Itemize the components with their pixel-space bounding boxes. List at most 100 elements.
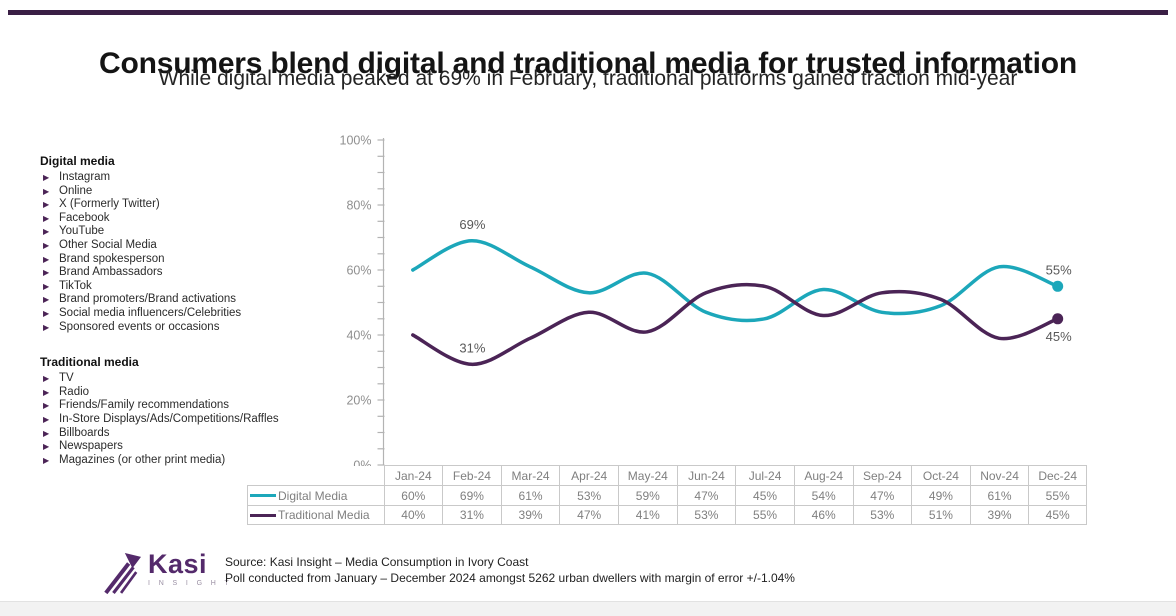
table-column-header: May-24	[618, 465, 677, 485]
table-cell: 40%	[383, 505, 443, 525]
list-item-label: Friends/Family recommendations	[59, 399, 230, 412]
y-axis-label: 60%	[346, 264, 371, 278]
list-item: ▶ Instagram	[40, 171, 340, 185]
source-note: Source: Kasi Insight – Media Consumption…	[225, 555, 795, 586]
triangle-bullet-icon: ▶	[43, 281, 50, 291]
triangle-bullet-icon: ▶	[43, 428, 50, 438]
table-cell: 60%	[383, 485, 443, 505]
traditional-media-line	[411, 282, 1060, 367]
kasi-arrow-logo-icon	[104, 553, 141, 595]
table-cell: 45%	[735, 485, 794, 505]
data-point-label: 45%	[1046, 329, 1072, 344]
legend-line-swatch	[250, 513, 276, 517]
list-item: ▶ TikTok	[40, 280, 340, 294]
list-item-label: Other Social Media	[59, 238, 157, 251]
table-column-header: Mar-24	[500, 465, 560, 485]
list-item-label: TikTok	[59, 279, 92, 292]
list-item-label: Social media influencers/Celebrities	[59, 306, 242, 319]
table-cell: 55%	[735, 505, 794, 525]
source-line-1: Source: Kasi Insight – Media Consumption…	[225, 555, 529, 569]
table-cell: 39%	[969, 505, 1029, 525]
table-cell: 47%	[676, 485, 736, 505]
table-cell: 39%	[500, 505, 560, 525]
list-item-label: X (Formerly Twitter)	[59, 198, 160, 211]
list-item: ▶ X (Formerly Twitter)	[40, 198, 340, 212]
page-subtitle: While digital media peaked at 69% in Feb…	[158, 67, 1018, 90]
digital-media-line	[411, 239, 1060, 323]
table-cell: 31%	[442, 505, 501, 525]
traditional-media-heading: Traditional media	[40, 355, 139, 370]
list-item: ▶ Newspapers	[40, 440, 340, 454]
table-column-header: Apr-24	[559, 465, 618, 485]
legend-label: Traditional Media	[278, 508, 370, 522]
list-item-label: Instagram	[59, 171, 111, 183]
table-column-header: Feb-24	[442, 465, 501, 485]
chart-data-table: Jan-24 Feb-24 Mar-24 Apr-24 May-24 Jun-24 Jul-…	[247, 465, 1087, 525]
digital-media-endpoint-dot	[1052, 280, 1064, 292]
table-cell: 51%	[911, 505, 970, 525]
top-accent-bar	[8, 10, 1168, 15]
y-axis-label: 100%	[340, 134, 372, 148]
list-item: ▶ Social media influencers/Celebrities	[40, 307, 340, 321]
list-item: ▶ Radio	[40, 386, 340, 400]
table-column-header: Jun-24	[676, 465, 736, 485]
list-item: ▶ In-Store Displays/Ads/Competitions/Raff…	[40, 413, 340, 427]
table-cell: 54%	[793, 485, 853, 505]
table-cell: 53%	[676, 505, 736, 525]
triangle-bullet-icon: ▶	[43, 173, 50, 182]
source-line-2: Poll conducted from January – December 2…	[225, 570, 795, 585]
media-trust-line-chart: 0%20%40%60%80%100%69%31%55%45%	[340, 134, 1073, 467]
list-item-label: TV	[59, 372, 74, 385]
triangle-bullet-icon: ▶	[43, 200, 50, 210]
triangle-bullet-icon: ▶	[43, 414, 50, 424]
triangle-bullet-icon: ▶	[43, 387, 50, 397]
table-cell: 46%	[793, 505, 853, 525]
traditional-media-list: ▶ TV ▶ Radio ▶ Friends/Family recommendations…	[40, 372, 340, 467]
list-item: ▶ Magazines (or other print media)	[40, 454, 340, 468]
list-item-label: Brand spokesperson	[59, 252, 165, 265]
legend-line-swatch	[250, 494, 276, 497]
triangle-bullet-icon: ▶	[43, 295, 50, 305]
triangle-bullet-icon: ▶	[43, 455, 50, 465]
triangle-bullet-icon: ▶	[43, 401, 50, 411]
table-cell: 61%	[500, 485, 560, 505]
list-item: ▶ Other Social Media	[40, 239, 340, 253]
list-item-label: Billboards	[59, 426, 110, 439]
list-item-label: Facebook	[59, 211, 110, 224]
table-cell: 55%	[1028, 485, 1087, 505]
table-column-header: Oct-24	[911, 465, 970, 485]
traditional-media-endpoint-dot	[1052, 313, 1064, 325]
logo-subtitle: I N S I G H T	[148, 580, 233, 587]
table-column-header: Sep-24	[852, 465, 912, 485]
table-cell: 49%	[911, 485, 970, 505]
table-column-header: Aug-24	[793, 465, 853, 485]
logo-name: Kasi	[148, 549, 208, 579]
table-cell: 61%	[969, 485, 1029, 505]
list-item-label: In-Store Displays/Ads/Competitions/Raffl…	[59, 412, 279, 425]
list-item: ▶ Brand Ambassadors	[40, 266, 340, 280]
list-item: ▶ Online	[40, 185, 340, 199]
triangle-bullet-icon: ▶	[43, 240, 50, 250]
list-item-label: Online	[59, 184, 93, 197]
y-axis-label: 20%	[346, 394, 371, 408]
triangle-bullet-icon: ▶	[43, 374, 50, 384]
list-item: ▶ YouTube	[40, 225, 340, 239]
digital-media-heading: Digital media	[40, 154, 115, 168]
media-category-lists: Digital media ▶ Instagram ▶ Online ▶ X (Forme…	[40, 154, 340, 467]
list-item: ▶ Brand spokesperson	[40, 253, 340, 267]
table-cell: 69%	[442, 485, 501, 505]
list-item-label: Magazines (or other print media)	[59, 453, 226, 466]
y-axis-label: 80%	[346, 199, 371, 213]
legend-label: Digital Media	[278, 488, 348, 503]
data-point-label: 31%	[459, 340, 485, 355]
triangle-bullet-icon: ▶	[43, 268, 50, 278]
legend-cell: Digital Media	[247, 485, 384, 505]
table-cell: 47%	[852, 485, 912, 505]
list-item: ▶ TV	[40, 372, 340, 386]
list-item: ▶ Billboards	[40, 427, 340, 441]
table-cell: 47%	[559, 505, 618, 525]
bottom-edge-strip	[0, 601, 1176, 616]
data-point-label: 55%	[1046, 262, 1072, 277]
triangle-bullet-icon: ▶	[43, 254, 50, 264]
list-item-label: Newspapers	[59, 440, 123, 453]
